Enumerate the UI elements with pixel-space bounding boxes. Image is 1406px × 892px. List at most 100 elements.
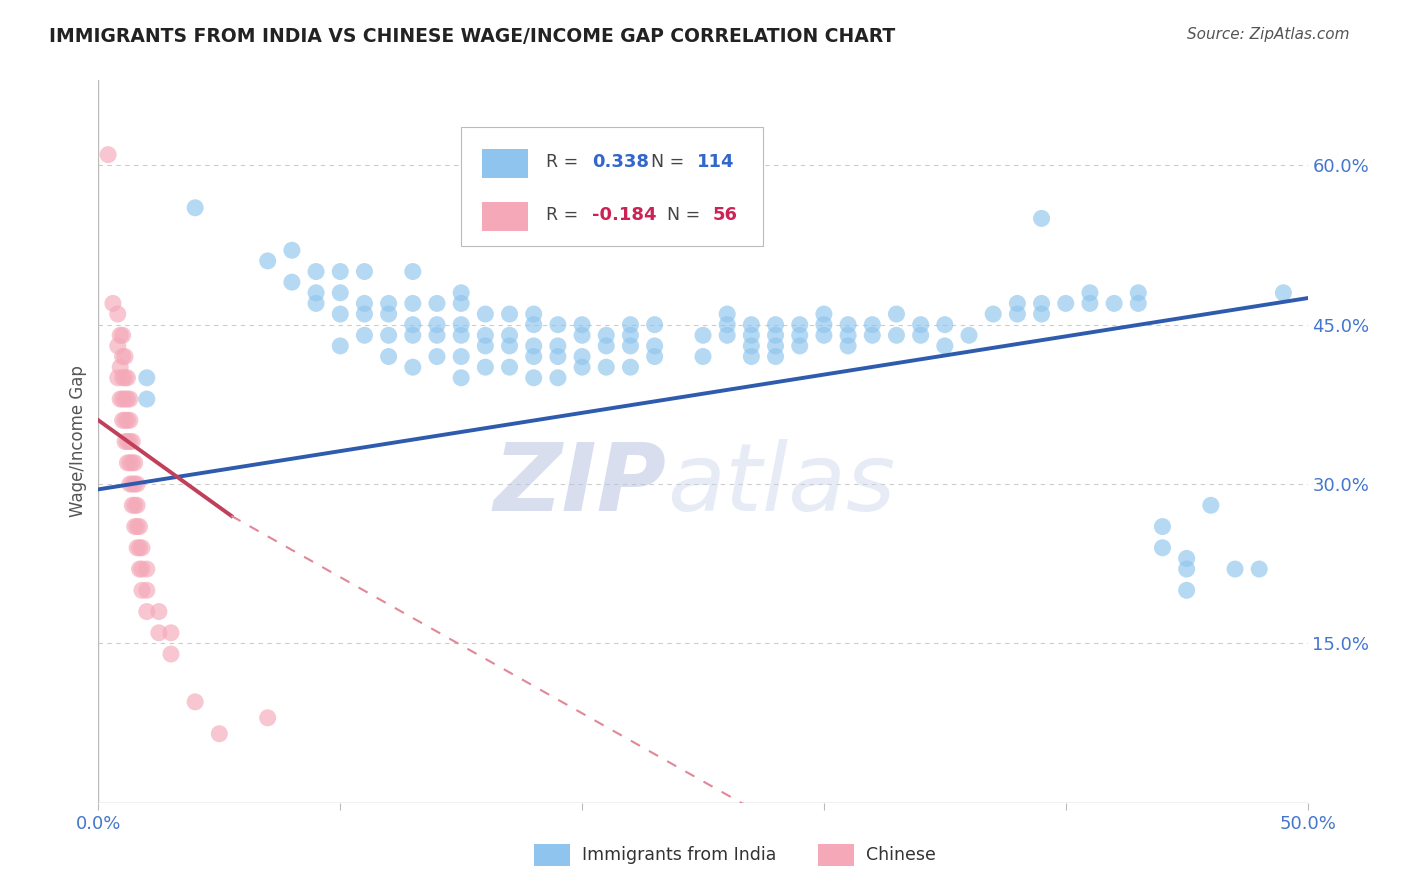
Text: -0.184: -0.184	[592, 206, 657, 224]
Point	[716, 328, 738, 343]
Point	[716, 318, 738, 332]
Point	[127, 477, 149, 491]
Point	[97, 147, 120, 161]
Point	[1102, 296, 1125, 310]
Point	[813, 318, 835, 332]
Point	[1223, 562, 1246, 576]
Point	[765, 339, 787, 353]
Point	[813, 307, 835, 321]
Point	[1007, 296, 1029, 310]
Point	[547, 318, 569, 332]
Point	[111, 392, 134, 406]
Point	[765, 328, 787, 343]
Point	[692, 350, 714, 364]
Point	[571, 360, 593, 375]
Point	[108, 392, 131, 406]
Point	[160, 647, 183, 661]
Point	[329, 307, 352, 321]
Point	[619, 318, 641, 332]
Point	[127, 498, 149, 512]
Point	[148, 605, 170, 619]
Point	[547, 350, 569, 364]
Point	[124, 519, 146, 533]
Point	[644, 339, 666, 353]
Text: N =: N =	[666, 206, 700, 224]
Point	[716, 307, 738, 321]
Point	[114, 371, 136, 385]
Point	[1031, 211, 1053, 226]
Point	[114, 413, 136, 427]
Point	[619, 339, 641, 353]
Point	[107, 371, 129, 385]
Point	[135, 392, 157, 406]
Point	[450, 318, 472, 332]
Point	[765, 318, 787, 332]
Point	[571, 350, 593, 364]
Point	[131, 583, 153, 598]
Point	[121, 434, 143, 449]
Point	[127, 519, 149, 533]
Point	[114, 392, 136, 406]
Text: N =: N =	[651, 153, 685, 171]
Point	[498, 328, 520, 343]
Point	[128, 541, 150, 555]
Point	[353, 296, 375, 310]
Point	[121, 456, 143, 470]
Point	[547, 339, 569, 353]
Point	[789, 339, 811, 353]
Point	[131, 562, 153, 576]
Point	[402, 296, 425, 310]
Point	[402, 318, 425, 332]
FancyBboxPatch shape	[534, 844, 569, 865]
Text: R =: R =	[546, 153, 578, 171]
Text: 56: 56	[713, 206, 738, 224]
Point	[281, 275, 304, 289]
Text: 0.338: 0.338	[592, 153, 648, 171]
Point	[692, 328, 714, 343]
Point	[668, 211, 690, 226]
Point	[644, 318, 666, 332]
Point	[644, 350, 666, 364]
Point	[184, 695, 207, 709]
Point	[329, 339, 352, 353]
Point	[124, 456, 146, 470]
Point	[789, 318, 811, 332]
Point	[114, 434, 136, 449]
Point	[1249, 562, 1271, 576]
Text: Chinese: Chinese	[866, 846, 936, 863]
Point	[353, 264, 375, 278]
Point	[1272, 285, 1295, 300]
Point	[131, 541, 153, 555]
Point	[1175, 551, 1198, 566]
Point	[1199, 498, 1222, 512]
Point	[474, 328, 496, 343]
Point	[402, 264, 425, 278]
Point	[377, 328, 399, 343]
Point	[740, 318, 762, 332]
Point	[127, 541, 149, 555]
Point	[1031, 307, 1053, 321]
Point	[523, 350, 546, 364]
Point	[135, 371, 157, 385]
Point	[523, 339, 546, 353]
Point	[619, 360, 641, 375]
Point	[305, 264, 328, 278]
Point	[305, 285, 328, 300]
Point	[450, 328, 472, 343]
Point	[118, 456, 141, 470]
Point	[117, 392, 139, 406]
Point	[114, 350, 136, 364]
Point	[111, 413, 134, 427]
FancyBboxPatch shape	[461, 128, 763, 246]
Point	[107, 307, 129, 321]
Point	[117, 371, 139, 385]
Point	[101, 296, 124, 310]
Point	[595, 328, 617, 343]
Point	[450, 371, 472, 385]
Point	[184, 201, 207, 215]
Text: Source: ZipAtlas.com: Source: ZipAtlas.com	[1187, 27, 1350, 42]
Point	[498, 339, 520, 353]
Point	[523, 307, 546, 321]
Point	[135, 562, 157, 576]
Point	[377, 296, 399, 310]
